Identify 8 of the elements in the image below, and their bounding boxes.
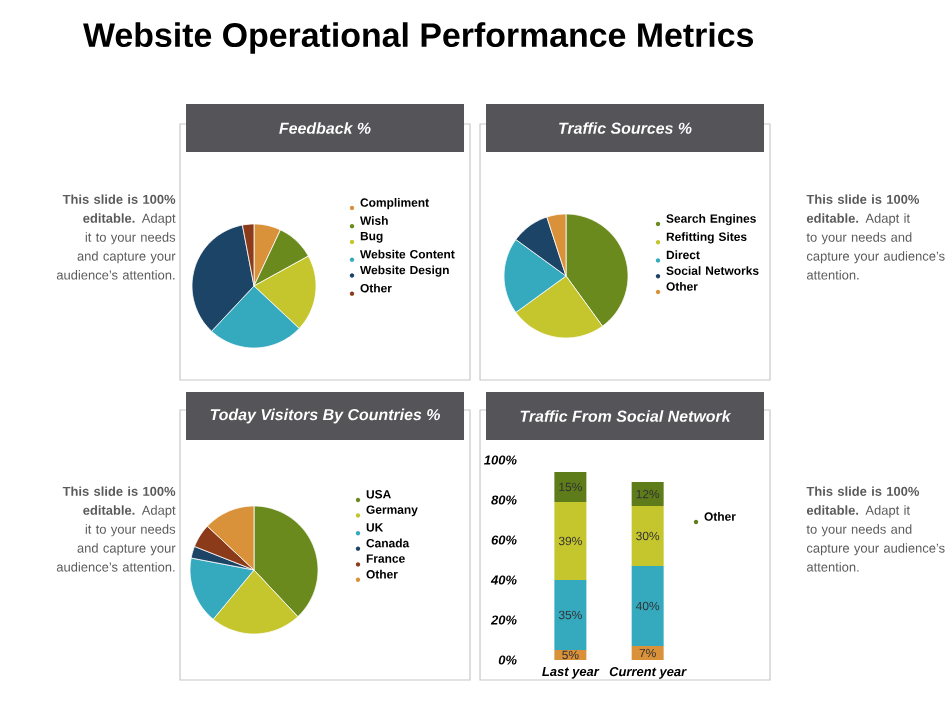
bar <box>554 502 587 580</box>
text: Website Operational Performance Metrics <box>83 22 754 54</box>
bar <box>631 506 664 566</box>
bar <box>631 482 664 506</box>
bar <box>554 580 587 650</box>
bar <box>554 472 587 502</box>
bar <box>631 646 664 660</box>
bar <box>631 566 664 646</box>
